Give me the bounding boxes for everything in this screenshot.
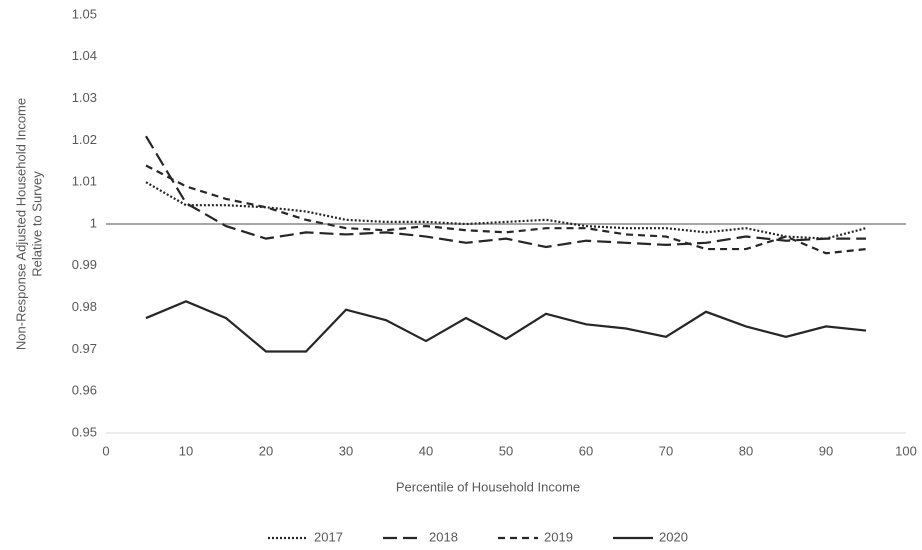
x-tick-label: 20 bbox=[259, 443, 273, 458]
y-tick-label: 1.05 bbox=[72, 6, 97, 21]
y-tick-label: 0.99 bbox=[72, 257, 97, 272]
x-tick-label: 10 bbox=[179, 443, 193, 458]
series-line bbox=[145, 300, 867, 353]
x-tick-label: 50 bbox=[499, 443, 513, 458]
x-tick-label: 30 bbox=[339, 443, 353, 458]
legend-label: 2019 bbox=[544, 529, 573, 544]
series-line bbox=[145, 181, 867, 240]
legend-label: 2018 bbox=[429, 529, 458, 544]
legend-label: 2020 bbox=[659, 529, 688, 544]
x-tick-label: 40 bbox=[419, 443, 433, 458]
x-tick-label: 90 bbox=[819, 443, 833, 458]
x-tick-label: 60 bbox=[579, 443, 593, 458]
y-tick-label: 1 bbox=[90, 215, 97, 230]
x-tick-label: 0 bbox=[102, 443, 109, 458]
x-tick-label: 100 bbox=[895, 443, 917, 458]
legend-label: 2017 bbox=[314, 529, 343, 544]
y-tick-label: 1.01 bbox=[72, 174, 97, 189]
y-tick-label: 1.04 bbox=[72, 48, 97, 63]
y-tick-label: 0.98 bbox=[72, 299, 97, 314]
y-tick-label: 1.02 bbox=[72, 132, 97, 147]
y-axis-label-line: Non-Response Adjusted Household Income bbox=[13, 98, 28, 350]
series-line bbox=[145, 164, 867, 255]
y-tick-label: 1.03 bbox=[72, 90, 97, 105]
series-line bbox=[145, 135, 866, 249]
x-tick-label: 70 bbox=[659, 443, 673, 458]
y-tick-label: 0.97 bbox=[72, 341, 97, 356]
y-tick-label: 0.96 bbox=[72, 383, 97, 398]
x-axis-label: Percentile of Household Income bbox=[396, 479, 580, 494]
y-axis-label-line: Relative to Survey bbox=[29, 171, 44, 277]
y-tick-label: 0.95 bbox=[72, 424, 97, 439]
y-axis-label: Non-Response Adjusted Household Income R… bbox=[13, 98, 44, 350]
x-tick-label: 80 bbox=[739, 443, 753, 458]
